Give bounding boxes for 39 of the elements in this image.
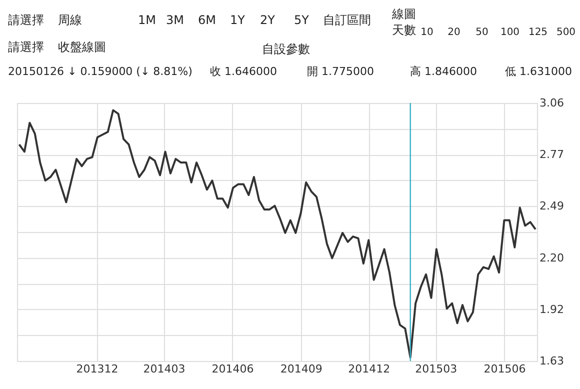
x-tick-label: 201312: [76, 362, 118, 376]
text: 請選擇: [8, 40, 44, 54]
text: 1Y: [230, 13, 246, 27]
text: 2Y: [260, 13, 276, 27]
x-tick-label: 201503: [415, 362, 458, 376]
text: 自訂區間: [323, 13, 371, 27]
text: 50: [476, 27, 488, 38]
text: 天數: [392, 23, 416, 37]
text: 開 1.775000: [307, 65, 374, 78]
line-series: [18, 109, 537, 358]
text: 125: [528, 27, 548, 38]
y-tick-label: 2.77: [540, 148, 564, 162]
text: 線圖: [391, 7, 416, 21]
y-tick-label: 2.20: [540, 251, 564, 264]
x-tick-label: 201403: [143, 362, 186, 376]
text: 10: [420, 27, 434, 38]
y-tick-label: 1.63: [540, 354, 564, 368]
x-tick-label: 201506: [484, 362, 526, 376]
x-tick-label: 201412: [348, 362, 390, 376]
text: 收盤線圖: [58, 40, 106, 54]
text: 6M: [198, 13, 216, 27]
text: 100: [500, 27, 520, 38]
text: 請選擇: [8, 13, 44, 27]
y-tick-label: 3.06: [540, 96, 564, 110]
text: 20: [448, 27, 460, 38]
text: 低 1.631000: [505, 65, 572, 78]
x-tick-label: 201409: [280, 362, 322, 376]
text: 1M: [138, 13, 156, 27]
text: 自設參數: [262, 42, 310, 56]
text: 3M: [166, 13, 184, 27]
y-tick-label: 1.92: [540, 302, 564, 316]
text: 周線: [58, 13, 82, 27]
text: 20150126 ↓ 0.159000 (↓ 8.81%): [8, 65, 192, 78]
text: 500: [556, 27, 576, 38]
text: 收 1.646000: [210, 65, 277, 78]
x-tick-label: 201406: [212, 362, 254, 376]
y-tick-label: 2.49: [540, 200, 564, 213]
text: 5Y: [294, 13, 310, 27]
text: 高 1.846000: [410, 65, 477, 78]
